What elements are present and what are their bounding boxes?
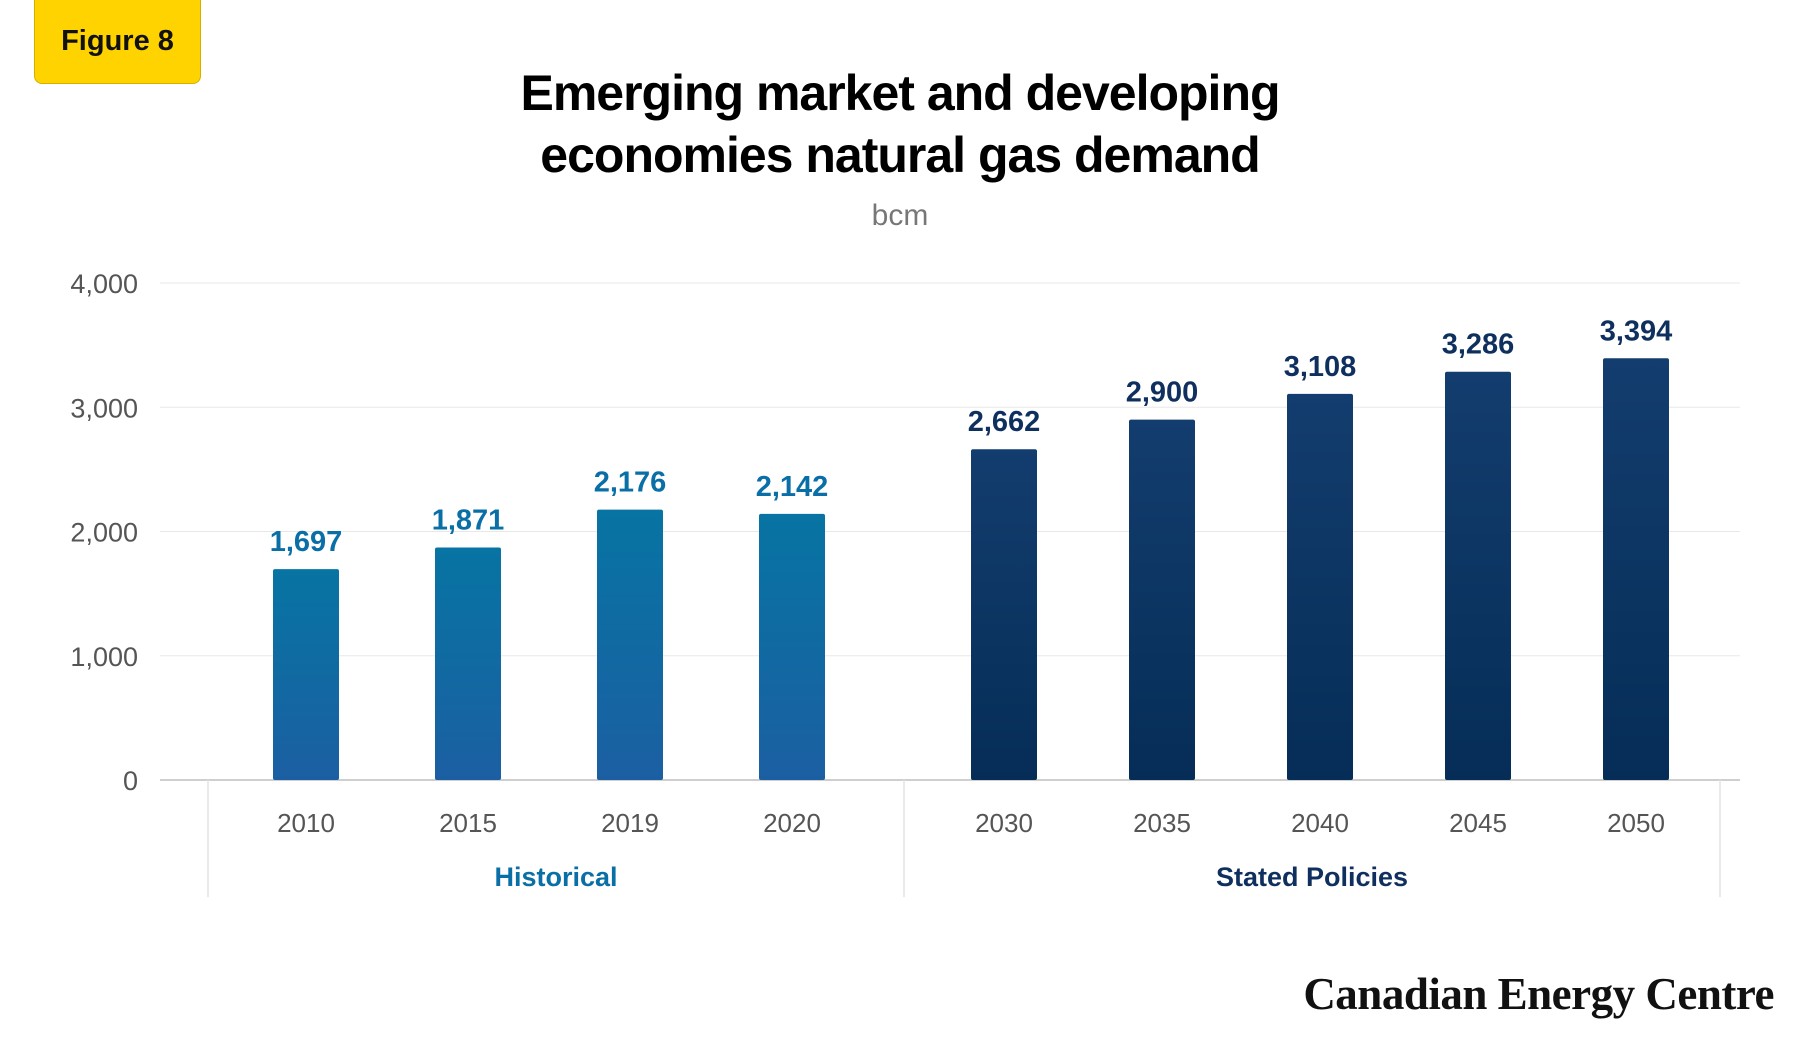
data-label-2010: 1,697 (270, 526, 343, 558)
group-label-stated-policies: Stated Policies (1216, 862, 1408, 892)
data-label-2050: 3,394 (1600, 315, 1673, 347)
brand-logo: Canadian Energy Centre (1303, 969, 1774, 1019)
chart-subtitle: bcm (871, 199, 929, 232)
x-tick-label-2019: 2019 (601, 808, 659, 838)
chart-title-line-1: Emerging market and developing (520, 65, 1280, 121)
data-label-2040: 3,108 (1284, 351, 1357, 383)
x-tick-label-2045: 2045 (1449, 808, 1507, 838)
y-tick-label: 1,000 (70, 642, 138, 672)
data-label-2030: 2,662 (968, 406, 1041, 438)
bar-2030 (971, 449, 1037, 780)
bar-2045 (1445, 371, 1511, 780)
data-label-2020: 2,142 (756, 471, 829, 503)
y-tick-label: 4,000 (70, 269, 138, 299)
data-label-2045: 3,286 (1442, 329, 1515, 361)
x-tick-label-2030: 2030 (975, 808, 1033, 838)
data-label-2035: 2,900 (1126, 377, 1199, 409)
bar-2019 (597, 509, 663, 780)
x-tick-label-2010: 2010 (277, 808, 335, 838)
chart-title-line-2: economies natural gas demand (540, 127, 1260, 183)
y-tick-label: 3,000 (70, 393, 138, 423)
bar-2020 (759, 513, 825, 780)
x-tick-label-2040: 2040 (1291, 808, 1349, 838)
y-tick-label: 0 (123, 766, 138, 796)
group-label-historical: Historical (494, 862, 617, 892)
bars (273, 358, 1669, 780)
bar-2035 (1129, 419, 1195, 780)
data-label-2015: 1,871 (432, 505, 505, 537)
bar-2050 (1603, 358, 1669, 780)
bar-2010 (273, 569, 339, 780)
x-tick-label-2050: 2050 (1607, 808, 1665, 838)
data-labels: 1,697 1,871 2,176 2,142 2,662 2,900 3,108 3,286… (270, 315, 1673, 558)
data-label-2019: 2,176 (594, 467, 667, 499)
x-tick-label-2035: 2035 (1133, 808, 1191, 838)
x-axis: 2010 2015 2019 2020 Historical 2030 2035 2040 20… (207, 780, 1721, 897)
bar-2015 (435, 547, 501, 780)
figure-badge: Figure 8 (34, 0, 201, 84)
y-tick-label: 2,000 (70, 518, 138, 548)
x-tick-label-2020: 2020 (763, 808, 821, 838)
chart-title: Emerging market and developing economies… (0, 62, 1800, 186)
y-axis-tick-labels: 0 1,000 2,000 3,000 4,000 (70, 269, 138, 796)
x-tick-label-2015: 2015 (439, 808, 497, 838)
bar-2040 (1287, 393, 1353, 780)
